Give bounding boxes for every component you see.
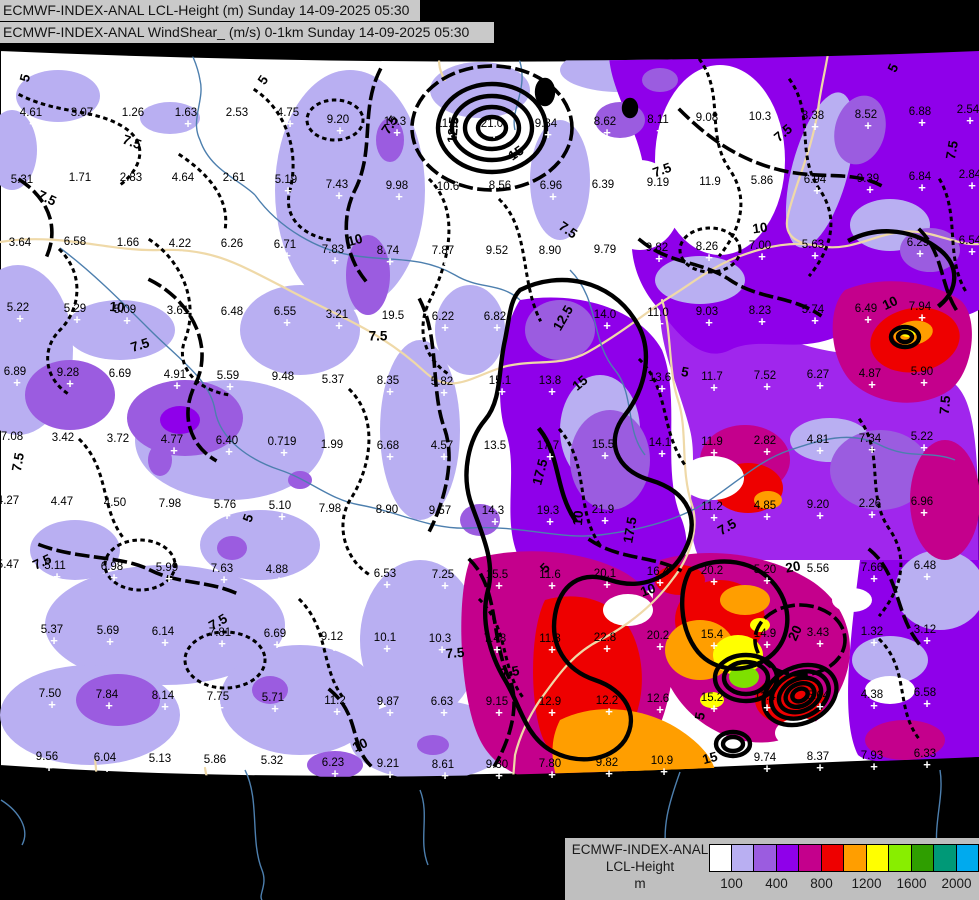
legend-swatch (889, 844, 912, 872)
legend-tick: 100 (720, 876, 743, 891)
legend-swatch (866, 844, 889, 872)
legend-tick: 1600 (896, 876, 927, 891)
legend-swatch (844, 844, 867, 872)
rivers (59, 50, 956, 537)
legend-swatch (956, 844, 979, 872)
legend-swatch (911, 844, 934, 872)
contours-solid (435, 77, 957, 762)
legend-swatch (731, 844, 754, 872)
legend-swatch (934, 844, 957, 872)
title-bar-windshear: ECMWF-INDEX-ANAL WindShear_ (m/s) 0-1km … (0, 22, 494, 43)
legend-swatch (799, 844, 822, 872)
legend-units: m (634, 876, 646, 891)
legend-tick: 2000 (941, 876, 972, 891)
title-bar-lcl: ECMWF-INDEX-ANAL LCL-Height (m) Sunday 1… (0, 0, 420, 21)
legend-tick: 1200 (851, 876, 882, 891)
colorbar-legend: ECMWF-INDEX-ANAL LCL-Height m 100 400 800 1… (565, 838, 979, 900)
legend-tick: 800 (810, 876, 833, 891)
legend-product: ECMWF-INDEX-ANAL (571, 842, 709, 857)
legend-swatch (821, 844, 844, 872)
lcl-fill-field (0, 50, 979, 777)
legend-text: ECMWF-INDEX-ANAL LCL-Height m (571, 841, 709, 892)
legend-parameter: LCL-Height (605, 859, 675, 874)
legend-swatches (709, 844, 979, 872)
legend-swatch (709, 844, 732, 872)
legend-swatch (776, 844, 799, 872)
legend-tick: 400 (765, 876, 788, 891)
legend-swatch (754, 844, 777, 872)
contours-dashed (17, 64, 963, 768)
